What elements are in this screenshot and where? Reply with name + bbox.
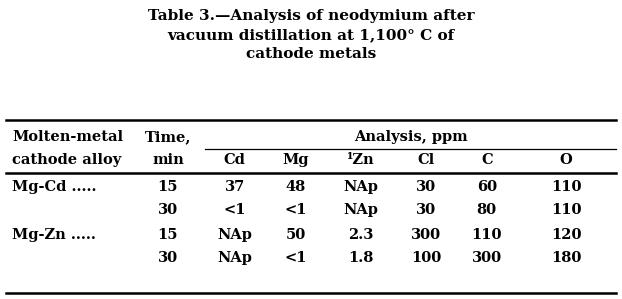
Text: 80: 80	[476, 203, 497, 216]
Text: <1: <1	[284, 251, 307, 265]
Text: 37: 37	[225, 180, 245, 194]
Text: Time,: Time,	[145, 130, 191, 144]
Text: 100: 100	[411, 251, 441, 265]
Text: 30: 30	[158, 251, 178, 265]
Text: 30: 30	[416, 180, 436, 194]
Text: Mg-Zn .....: Mg-Zn .....	[12, 228, 96, 242]
Text: O: O	[560, 153, 572, 167]
Text: 2.3: 2.3	[348, 228, 373, 242]
Text: <1: <1	[284, 203, 307, 216]
Text: 120: 120	[550, 228, 582, 242]
Text: C: C	[481, 153, 493, 167]
Text: 1.8: 1.8	[348, 251, 373, 265]
Text: 48: 48	[285, 180, 305, 194]
Text: 180: 180	[551, 251, 581, 265]
Text: 110: 110	[550, 203, 582, 216]
Text: ¹Zn: ¹Zn	[347, 153, 374, 167]
Text: 110: 110	[550, 180, 582, 194]
Text: Analysis, ppm: Analysis, ppm	[354, 130, 467, 144]
Text: min: min	[152, 153, 184, 167]
Text: Table 3.—Analysis of neodymium after
vacuum distillation at 1,100° C of
cathode : Table 3.—Analysis of neodymium after vac…	[148, 9, 474, 61]
Text: NAp: NAp	[343, 203, 378, 216]
Text: 15: 15	[158, 228, 178, 242]
Text: 30: 30	[158, 203, 178, 216]
Text: Mg: Mg	[282, 153, 309, 167]
Text: Cd: Cd	[224, 153, 246, 167]
Text: NAp: NAp	[343, 180, 378, 194]
Text: NAp: NAp	[217, 251, 253, 265]
Text: 15: 15	[158, 180, 178, 194]
Text: <1: <1	[223, 203, 246, 216]
Text: Cl: Cl	[417, 153, 435, 167]
Text: 60: 60	[476, 180, 497, 194]
Text: 50: 50	[285, 228, 305, 242]
Text: 30: 30	[416, 203, 436, 216]
Text: Mg-Cd .....: Mg-Cd .....	[12, 180, 97, 194]
Text: 300: 300	[471, 251, 502, 265]
Text: NAp: NAp	[217, 228, 253, 242]
Text: Molten-metal: Molten-metal	[12, 130, 124, 144]
Text: 110: 110	[471, 228, 502, 242]
Text: 300: 300	[411, 228, 441, 242]
Text: cathode alloy: cathode alloy	[12, 153, 122, 167]
